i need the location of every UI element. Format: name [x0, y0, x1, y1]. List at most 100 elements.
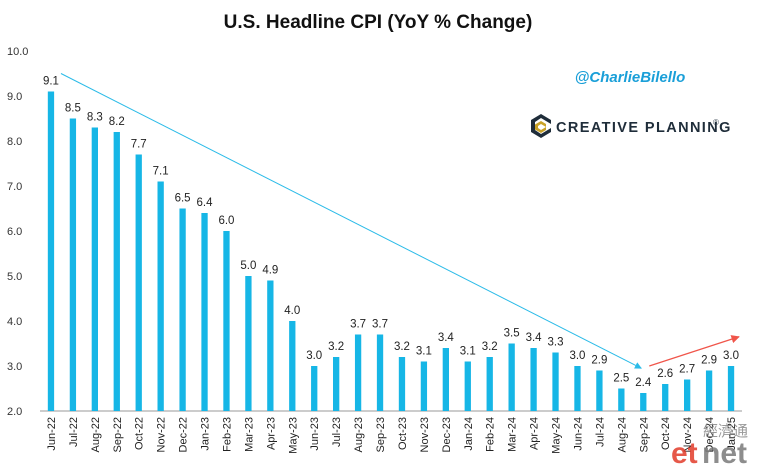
data-label: 3.7: [350, 319, 366, 331]
watermark-chinese: 經濟通: [703, 422, 748, 440]
data-label: 5.0: [240, 260, 256, 272]
x-tick-label: Jun-22: [46, 417, 58, 451]
x-tick-label: Nov-22: [156, 417, 168, 452]
creative-planning-logo: CREATIVE PLANNING ®: [531, 114, 732, 138]
bar: [376, 334, 384, 411]
data-label: 8.5: [65, 103, 81, 115]
data-label: 3.0: [569, 350, 585, 362]
x-tick-label: Jul-24: [594, 417, 606, 447]
data-label: 6.5: [175, 193, 191, 205]
bar: [596, 370, 603, 411]
data-label: 2.4: [635, 377, 652, 389]
bar: [311, 366, 318, 411]
chart-title: U.S. Headline CPI (YoY % Change): [224, 12, 533, 33]
data-label: 3.1: [460, 346, 476, 358]
downtrend-arrow: [60, 73, 642, 369]
bar: [135, 154, 142, 411]
x-tick-label: Oct-23: [397, 417, 409, 450]
x-tick-label: Sep-23: [375, 417, 387, 452]
data-label: 3.4: [438, 332, 455, 344]
bar: [530, 348, 537, 411]
x-tick-label: Oct-22: [134, 417, 146, 450]
bar: [574, 366, 581, 411]
y-tick-label: 2.0: [7, 406, 22, 418]
x-tick-label: Dec-22: [178, 417, 190, 452]
uptrend-arrow: [649, 335, 740, 367]
data-label: 2.9: [701, 355, 717, 367]
bar: [245, 276, 252, 411]
x-tick-label: Oct-24: [660, 417, 672, 450]
bar: [91, 127, 98, 411]
x-tick-label: Sep-22: [112, 417, 124, 452]
y-axis: 2.0 3.0 4.0 5.0 6.0 7.0 8.0 9.0 10.0: [7, 46, 742, 418]
bar: [201, 213, 208, 411]
bar: [333, 357, 340, 411]
y-tick-label: 5.0: [7, 271, 22, 283]
x-tick-label: Nov-24: [682, 417, 694, 452]
x-tick-label: Jul-22: [68, 417, 80, 447]
x-tick-label: Aug-22: [90, 417, 102, 452]
data-label: 4.0: [284, 305, 300, 317]
bar: [113, 132, 120, 411]
data-label: 8.2: [109, 116, 125, 128]
data-label: 3.4: [526, 332, 543, 344]
bar: [662, 384, 669, 411]
y-tick-label: 3.0: [7, 361, 22, 373]
y-tick-label: 7.0: [7, 181, 22, 193]
bar: [618, 388, 625, 411]
x-tick-label: Nov-23: [419, 417, 431, 452]
company-name: CREATIVE PLANNING: [556, 120, 732, 136]
x-tick-label: Jun-24: [572, 417, 584, 451]
bar: [508, 343, 515, 411]
data-label: 4.9: [262, 265, 278, 277]
x-tick-label: Apr-23: [265, 417, 277, 450]
etnet-watermark: 經濟通 et net: [671, 422, 748, 465]
bar: [640, 393, 647, 411]
x-tick-label: Jan-23: [200, 417, 212, 451]
data-label: 3.2: [328, 341, 344, 353]
x-tick-label: May-24: [551, 417, 563, 454]
x-tick-label: Jan-24: [463, 417, 475, 451]
data-label: 2.7: [679, 364, 695, 376]
bar: [705, 370, 713, 411]
bar: [223, 231, 230, 411]
data-label: 2.9: [591, 355, 607, 367]
bar: [442, 348, 449, 411]
bar: [289, 321, 296, 411]
x-tick-label: Feb-24: [485, 417, 497, 452]
data-label: 9.1: [43, 76, 59, 88]
data-label: 7.7: [131, 139, 147, 151]
bar-series: [47, 91, 735, 411]
x-tick-label: Jun-23: [309, 417, 321, 451]
x-tick-label: Jan-25: [726, 417, 738, 451]
data-label: 8.3: [87, 112, 103, 124]
data-label: 3.0: [723, 350, 739, 362]
watermark-et: et: [671, 437, 698, 465]
data-label: 3.0: [306, 350, 322, 362]
data-label: 3.2: [394, 341, 410, 353]
data-label: 7.1: [153, 166, 169, 178]
data-label: 3.7: [372, 319, 388, 331]
bar: [267, 280, 274, 411]
trend-arrows: [60, 73, 740, 369]
twitter-handle: @CharlieBilello: [575, 69, 686, 86]
x-tick-label: Aug-23: [353, 417, 365, 452]
x-tick-label: Dec-23: [441, 417, 453, 452]
y-tick-label: 10.0: [7, 46, 28, 58]
x-tick-label: Mar-23: [243, 417, 255, 452]
bar: [398, 357, 406, 411]
x-tick-label: Jul-23: [331, 417, 343, 447]
x-tick-label: Sep-24: [638, 417, 650, 452]
watermark-net: net: [702, 437, 747, 465]
y-tick-label: 9.0: [7, 91, 22, 103]
x-axis: Jun-22 Jul-22 Aug-22 Sep-22 Oct-22 Nov-22 Dec-…: [46, 417, 738, 454]
bar: [486, 357, 493, 411]
x-tick-label: Dec-24: [704, 417, 716, 452]
x-tick-label: Aug-24: [616, 417, 628, 452]
logo-mark-icon: [531, 114, 551, 138]
x-tick-label: May-23: [287, 417, 299, 454]
x-tick-label: Mar-24: [507, 417, 519, 452]
bar: [47, 91, 55, 411]
company-registered-mark: ®: [713, 118, 719, 127]
